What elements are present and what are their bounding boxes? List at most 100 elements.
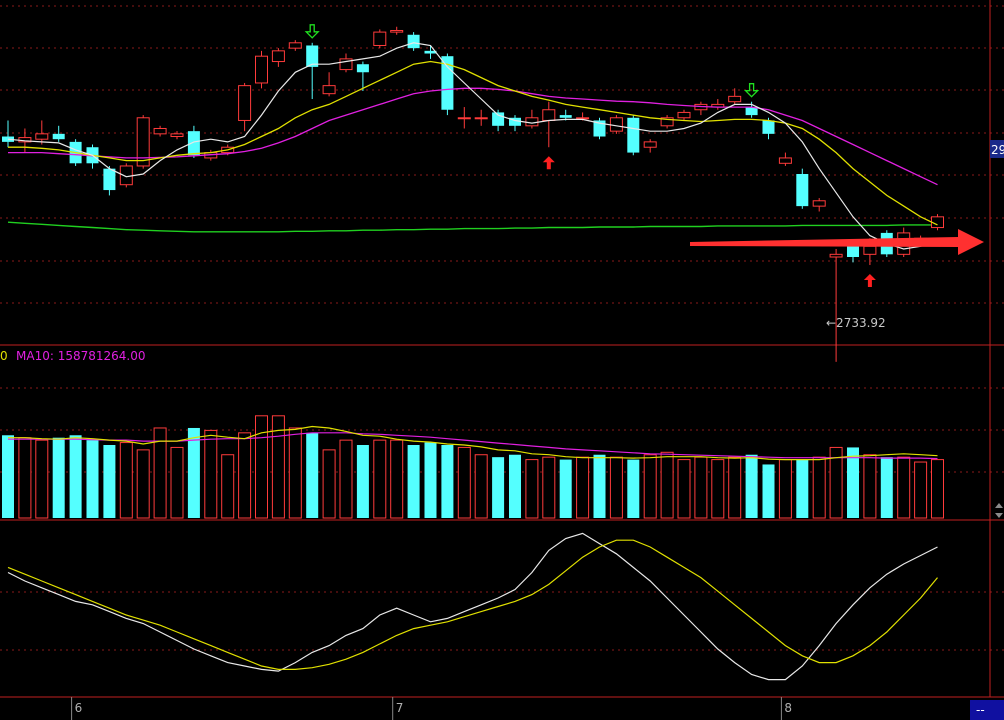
candle-body	[864, 246, 876, 254]
volume-bar	[644, 455, 656, 518]
volume-bar	[729, 457, 741, 518]
volume-bar	[796, 460, 808, 518]
x-axis: 6 7 8	[72, 697, 792, 720]
candle-body	[543, 110, 555, 121]
volume-bar	[2, 435, 14, 518]
volume-bar	[408, 445, 420, 518]
volume-bar	[391, 440, 403, 518]
volume-bar	[306, 433, 318, 518]
volume-bar	[526, 460, 538, 518]
volume-bar	[492, 457, 504, 518]
volume-bar	[898, 457, 910, 518]
candle-body	[627, 118, 639, 153]
volume-bar	[205, 430, 217, 518]
volume-bar	[171, 447, 183, 518]
volume-bar	[36, 440, 48, 518]
volume-bar	[323, 450, 335, 518]
candle-body	[475, 118, 487, 119]
volume-bar	[188, 428, 200, 518]
volume-bar	[137, 450, 149, 518]
candle-body	[256, 56, 268, 83]
volume-bar	[864, 455, 876, 518]
candle-body	[374, 32, 386, 45]
volume-bars	[2, 416, 944, 518]
volume-bar	[256, 416, 268, 518]
volume-bar	[881, 457, 893, 518]
candle-body	[644, 142, 656, 147]
candle-body	[408, 35, 420, 48]
volume-ma10-legend: MA10: 158781264.00	[16, 349, 146, 363]
candle-body	[763, 120, 775, 133]
candle-body	[357, 64, 369, 72]
volume-bar	[712, 460, 724, 518]
price-badge-text: 29	[991, 143, 1004, 157]
candle-body	[272, 51, 284, 62]
volume-bar	[103, 445, 115, 518]
candle-body	[137, 118, 149, 166]
buy-signal-arrow	[543, 156, 555, 169]
volume-bar	[357, 445, 369, 518]
x-axis-label: 8	[784, 701, 792, 715]
volume-bar	[289, 428, 301, 518]
candle-body	[239, 86, 251, 121]
candle-body	[188, 131, 200, 155]
volume-bar	[458, 447, 470, 518]
x-axis-label: 7	[396, 701, 404, 715]
volume-bar	[374, 440, 386, 518]
volume-bar	[120, 443, 132, 518]
volume-bar	[661, 452, 673, 518]
volume-bar	[577, 457, 589, 518]
volume-bar	[746, 455, 758, 518]
volume-bar	[222, 455, 234, 518]
candle-body	[154, 128, 166, 133]
candle-body	[796, 174, 808, 206]
candle-body	[103, 169, 115, 190]
oscillator-lines	[8, 533, 938, 679]
low-price-label: ←2733.92	[826, 316, 886, 330]
volume-bar	[70, 435, 82, 518]
candle-body	[36, 134, 48, 139]
oscillator-fast-line	[8, 533, 938, 679]
candle-body	[577, 118, 589, 119]
scroll-arrow-up-icon[interactable]	[995, 503, 1003, 508]
ma60-line	[8, 222, 938, 232]
candle-body	[526, 118, 538, 126]
volume-bar	[610, 457, 622, 518]
candle-body	[560, 115, 572, 118]
volume-bar	[627, 460, 639, 518]
candle-body	[813, 201, 825, 206]
volume-bar	[340, 440, 352, 518]
candle-body	[678, 112, 690, 117]
buy-signal-arrow	[864, 274, 876, 287]
volume-bar	[695, 457, 707, 518]
volume-bar	[543, 457, 555, 518]
candle-body	[53, 134, 65, 139]
volume-bar	[813, 457, 825, 518]
candle-body	[729, 96, 741, 101]
grid-lines	[0, 0, 1004, 697]
scroll-arrow-down-icon[interactable]	[995, 513, 1003, 518]
candle-body	[171, 134, 183, 137]
volume-bar	[53, 438, 65, 518]
ma60-line-layer	[8, 222, 938, 232]
candle-body	[779, 158, 791, 163]
x-axis-label: 6	[75, 701, 83, 715]
volume-bar	[915, 462, 927, 518]
candle-body	[458, 118, 470, 119]
volume-bar	[509, 455, 521, 518]
volume-bar	[678, 460, 690, 518]
sell-signal-arrow	[306, 25, 318, 38]
candle-body	[323, 86, 335, 94]
volume-bar	[19, 438, 31, 518]
period-box-text: --	[976, 703, 985, 717]
candle-body	[391, 30, 403, 32]
volume-bar	[932, 460, 944, 518]
volume-bar	[779, 460, 791, 518]
volume-bar	[425, 443, 437, 518]
volume-bar	[441, 445, 453, 518]
volume-bar	[87, 440, 99, 518]
volume-bar	[475, 455, 487, 518]
candle-body	[289, 43, 301, 48]
volume-bar	[763, 464, 775, 518]
